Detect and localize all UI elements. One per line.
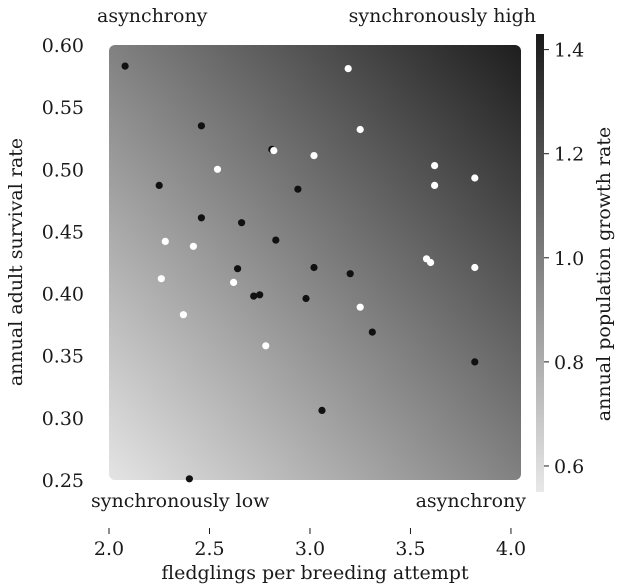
data-point bbox=[155, 181, 163, 189]
data-point bbox=[471, 174, 479, 182]
data-point bbox=[310, 152, 318, 160]
data-point bbox=[213, 165, 222, 173]
corner-label-top-right: synchronously high bbox=[349, 5, 536, 27]
data-point bbox=[256, 291, 264, 299]
y-tick-label: 0.40 bbox=[42, 284, 84, 306]
x-tick-label: 3.0 bbox=[295, 538, 325, 560]
data-point bbox=[368, 328, 376, 336]
data-point bbox=[302, 294, 310, 303]
data-point bbox=[157, 275, 165, 283]
colorbar-ticks: 0.6 0.8 1.0 1.2 1.4 bbox=[544, 40, 584, 478]
data-point bbox=[431, 181, 439, 189]
data-point bbox=[121, 62, 129, 70]
plot-area bbox=[109, 45, 521, 483]
x-axis-label: fledglings per breeding attempt bbox=[161, 562, 469, 584]
corner-label-top-left: asynchrony bbox=[97, 5, 208, 27]
data-point bbox=[250, 292, 258, 300]
data-point bbox=[427, 258, 435, 267]
data-point bbox=[344, 65, 352, 73]
colorbar-tick-label: 1.4 bbox=[554, 40, 584, 62]
corner-label-bottom-right: asynchrony bbox=[416, 490, 527, 512]
data-point bbox=[197, 214, 205, 222]
data-point bbox=[197, 122, 205, 130]
y-axis: 0.25 0.30 0.35 0.40 0.45 0.50 0.55 0.60 bbox=[42, 35, 84, 492]
colorbar-tick-label: 1.2 bbox=[554, 144, 584, 166]
data-point bbox=[270, 147, 278, 155]
data-point bbox=[161, 237, 169, 245]
corner-label-bottom-left: synchronously low bbox=[91, 490, 270, 512]
y-tick-label: 0.35 bbox=[42, 346, 84, 368]
y-tick-label: 0.30 bbox=[42, 408, 84, 430]
data-point bbox=[318, 406, 326, 414]
data-point bbox=[431, 162, 439, 170]
y-tick-label: 0.25 bbox=[42, 470, 84, 492]
data-point bbox=[185, 475, 193, 483]
x-tick-label: 2.0 bbox=[94, 538, 124, 560]
data-point bbox=[234, 265, 242, 273]
data-point bbox=[356, 125, 364, 134]
data-point bbox=[356, 303, 364, 311]
x-tick-label: 4.0 bbox=[496, 538, 526, 560]
colorbar-gradient bbox=[536, 34, 544, 492]
colorbar: 0.6 0.8 1.0 1.2 1.4 bbox=[536, 34, 584, 492]
data-points bbox=[121, 62, 479, 483]
data-point bbox=[310, 263, 318, 272]
data-point bbox=[262, 342, 270, 350]
colorbar-tick-label: 0.6 bbox=[554, 456, 584, 478]
y-tick-label: 0.45 bbox=[42, 221, 84, 243]
data-point bbox=[471, 358, 479, 366]
data-point bbox=[179, 311, 187, 319]
y-tick-label: 0.60 bbox=[42, 35, 84, 57]
data-point bbox=[230, 278, 238, 286]
y-tick-label: 0.55 bbox=[42, 97, 84, 119]
y-axis-label: annual adult survival rate bbox=[5, 138, 27, 386]
plot-background bbox=[109, 45, 521, 480]
x-tick-label: 3.5 bbox=[395, 538, 425, 560]
x-axis: 2.0 2.5 3.0 3.5 4.0 bbox=[94, 528, 526, 560]
data-point bbox=[294, 185, 302, 193]
data-point bbox=[346, 270, 354, 278]
data-point bbox=[471, 263, 479, 272]
y-tick-label: 0.50 bbox=[42, 159, 84, 181]
colorbar-tick-label: 0.8 bbox=[554, 352, 584, 374]
data-point bbox=[272, 236, 280, 244]
data-point bbox=[238, 219, 246, 227]
colorbar-tick-label: 1.0 bbox=[554, 248, 584, 270]
data-point bbox=[189, 242, 197, 250]
x-tick-label: 2.5 bbox=[194, 538, 224, 560]
colorbar-label: annual population growth rate bbox=[593, 127, 615, 421]
